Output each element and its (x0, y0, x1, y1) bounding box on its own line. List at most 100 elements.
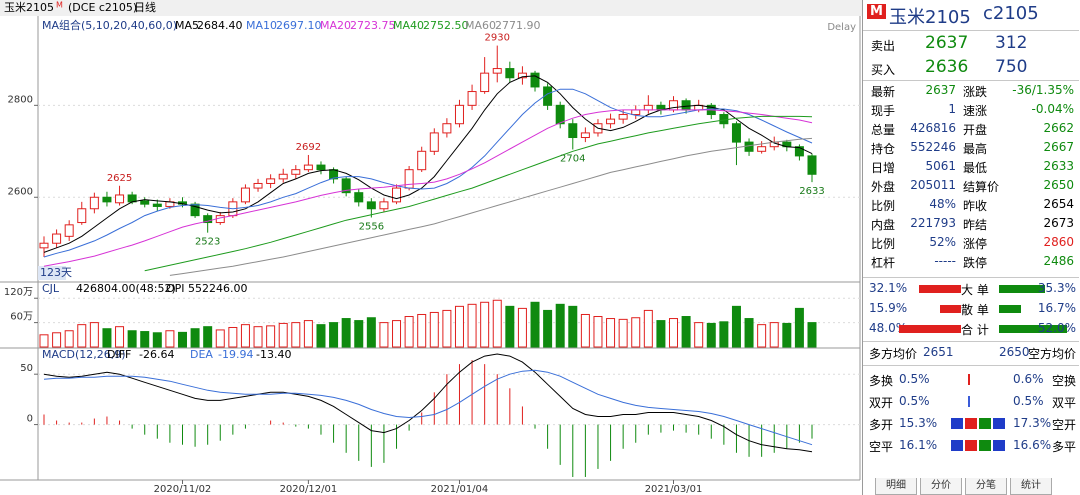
book-label: 买入 (871, 63, 896, 77)
stat-value: 2667 (1043, 140, 1074, 154)
count-badge (38, 266, 66, 280)
stat-value: 2486 (1043, 254, 1074, 268)
pos-value: 0.5% (899, 372, 930, 386)
ma-value: 2684.40 (197, 19, 243, 32)
stat-label: 最高 (963, 142, 988, 156)
candle-body (140, 200, 150, 205)
candle-body (102, 196, 112, 203)
series-value: -26.64 (139, 348, 174, 361)
chart-area: 玉米2105 M (DCE c2105) 日线 Delay 123天 2800 2… (0, 0, 862, 495)
avg-value: 2650 (999, 345, 1030, 359)
stat-label: 开盘 (963, 123, 988, 137)
volume-bar (505, 305, 515, 348)
candle-body (39, 242, 49, 249)
stat-value: 2637 (925, 83, 956, 97)
stat-label: 比例 (871, 237, 896, 251)
candle-body (152, 203, 162, 207)
book-volume: 750 (995, 57, 1028, 77)
stat-label: 涨停 (963, 237, 988, 251)
flow-buy-bar (919, 285, 961, 293)
pos-strip (965, 440, 977, 451)
tab[interactable]: 明细 (875, 478, 917, 495)
separator (863, 341, 1079, 342)
pos-strip (979, 418, 991, 429)
stat-label: 跌停 (963, 256, 988, 270)
book-label: 卖出 (871, 39, 896, 53)
stat-label: 涨跌 (963, 85, 988, 99)
stat-value: ----- (934, 254, 956, 268)
price-annotation: 2704 (560, 153, 585, 164)
tab[interactable]: 分价 (920, 478, 962, 495)
volume-bar (543, 309, 553, 348)
volume-bar (392, 320, 402, 348)
candle-body (115, 194, 125, 204)
candle-body (555, 104, 565, 125)
candle-body (606, 118, 616, 125)
candle-body (392, 187, 402, 203)
pos-label: 多换 (869, 374, 894, 388)
y-tick-label: 120万 (4, 287, 33, 298)
volume-bar (480, 301, 490, 348)
count-label: 123天 (40, 266, 72, 279)
ma-value: 2771.90 (495, 19, 541, 32)
candle-body (681, 100, 691, 111)
volume-bar (694, 322, 704, 348)
volume-bar (517, 307, 527, 348)
flow-sell-bar (999, 305, 1021, 313)
volume-bar (618, 318, 628, 348)
stat-value: 205011 (910, 178, 956, 192)
volume-bar (303, 320, 313, 348)
stat-value: -36/1.35% (1012, 83, 1074, 97)
volume-bar (177, 331, 187, 348)
price-annotation: 2633 (799, 186, 824, 197)
volume-bar (329, 322, 339, 348)
volume-bar (77, 324, 87, 348)
ma-name: MA5 (175, 19, 199, 32)
flow-name: 散 单 (961, 303, 989, 317)
separator (863, 30, 1079, 31)
toolbar-period[interactable]: 日线 (134, 0, 156, 14)
candle-body (278, 173, 288, 180)
candle-body (757, 146, 767, 152)
candle-body (794, 146, 804, 157)
flow-sell-bar (999, 285, 1045, 293)
volume-bar (467, 303, 477, 348)
pos-strip (965, 418, 977, 429)
pos-value: 16.6% (1013, 438, 1052, 452)
ma-line (169, 137, 813, 276)
pos-value: 0.5% (1013, 394, 1044, 408)
volume-bar (278, 322, 288, 348)
stat-label: 外盘 (871, 180, 896, 194)
pos-value: 15.3% (899, 416, 938, 430)
pos-value: 0.6% (1013, 372, 1044, 386)
candle-body (744, 141, 754, 152)
separator (863, 80, 1079, 81)
price-annotation: 2692 (296, 142, 321, 153)
pos-label: 多平 (1051, 440, 1076, 454)
candle-body (379, 201, 389, 210)
toolbar-symbol: 玉米2105 (4, 1, 54, 14)
volume-bar (240, 324, 250, 348)
macd-line (43, 353, 813, 453)
indicator-title: MA组合(5,10,20,40,60,0) (42, 18, 177, 32)
pos-label: 空换 (1051, 374, 1076, 388)
pos-label: 双平 (1051, 396, 1076, 410)
stat-value: 48% (929, 197, 956, 211)
y-tick-label: 50 (20, 363, 33, 374)
volume-bar (719, 321, 729, 348)
volume-bar (39, 334, 49, 348)
candle-body (303, 164, 313, 171)
pos-value: 16.1% (899, 438, 938, 452)
price-annotation: 2625 (107, 173, 132, 184)
candle-body (580, 132, 590, 139)
tab[interactable]: 分笔 (965, 478, 1007, 495)
book-price: 2636 (925, 57, 969, 77)
tab[interactable]: 统计 (1010, 478, 1052, 495)
quote-panel: M 玉米2105 c2105 卖出 2637 312 买入 2636 750 最新 2637 涨跌 -3… (862, 0, 1080, 495)
book-price: 2637 (925, 33, 969, 53)
x-tick-label: 2021/03/01 (645, 484, 703, 495)
flow-buy-bar (898, 325, 961, 333)
stat-label: 结算价 (963, 180, 1000, 194)
volume-bar (731, 305, 741, 348)
